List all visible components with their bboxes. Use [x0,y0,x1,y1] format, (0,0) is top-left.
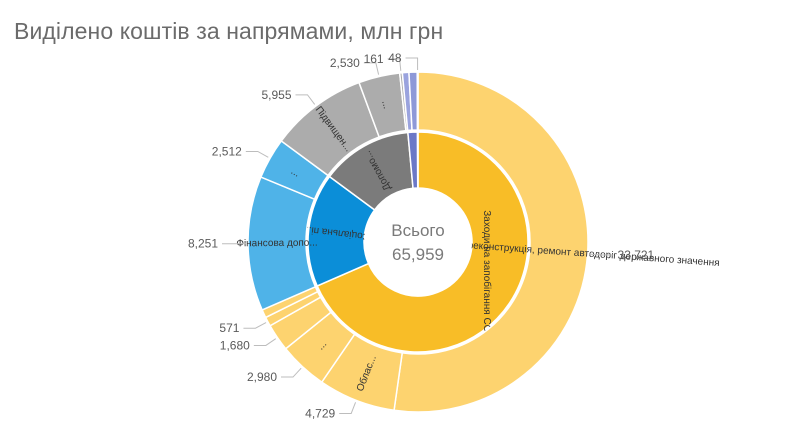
leader-line-8 [295,94,316,105]
leader-line-2 [281,367,302,378]
center-label: Всього [391,221,444,240]
outer-segment-13[interactable] [416,71,419,131]
value-label-10: 161 [364,52,384,66]
leader-line-9 [363,62,380,75]
value-label-9: 2,530 [330,56,360,70]
outer-segment-label-6: Фінансова допо... [236,238,317,250]
leader-line-0 [589,253,614,256]
value-label-1: 4,729 [305,406,335,420]
center-hole [364,188,472,296]
value-label-13: 48 [388,51,402,65]
value-label-2: 2,980 [247,370,277,384]
value-label-4: 571 [219,321,239,335]
value-labels: 33,721 4,729 2,980 1,680 571 8,251 2,512 5,955 2… [188,51,655,420]
inner-ring: Заходи на запобігання COVID-19Соціальна … [303,131,529,364]
leader-line-1 [339,402,357,414]
leader-line-13 [405,57,419,71]
center-value: 65,959 [392,245,444,264]
inner-segment-label-0: Заходи на запобігання COVID-19 [481,210,493,364]
value-label-3: 1,680 [220,338,250,352]
leader-line-4 [243,322,267,329]
value-leader-lines [222,57,614,414]
value-label-8: 5,955 [261,88,291,102]
inner-segment-4[interactable] [416,131,419,189]
outer-ring: Будівництво, реконструкція, ремонт автод… [236,71,720,413]
value-label-7: 2,512 [212,144,242,158]
value-label-6: 8,251 [188,237,218,251]
leader-line-3 [253,338,277,346]
outer-segment-0[interactable] [393,71,589,413]
outer-segment-label-9: ... [379,99,392,110]
value-label-0: 33,721 [618,248,655,262]
chart-title: Виділено коштів за напрямами, млн грн [14,18,444,44]
leader-line-7 [245,150,269,158]
leader-line-10 [387,58,402,71]
chart-center: Всього 65,959 [364,188,472,296]
